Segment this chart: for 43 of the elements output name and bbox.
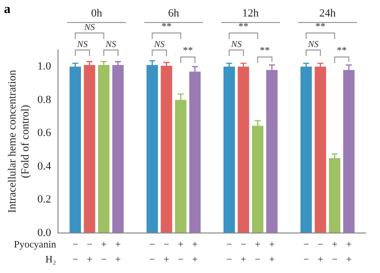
annotation: ** [182,46,193,57]
text: − − + + [303,240,352,251]
y-tick-label: 0.2 [37,194,52,206]
text: − + − + [149,254,198,266]
x-tick-label: 0h [91,7,103,20]
text: − + − + [226,254,276,266]
text: ** [315,22,326,33]
bar [224,66,235,233]
text: ** [238,22,248,33]
x-tick-label: 6h [168,7,180,20]
y-tick-label: 0.8 [37,94,52,106]
bar [98,64,110,233]
annotation: ** [336,46,347,57]
annotation: ** [260,46,270,57]
text: − + − + [72,254,122,266]
y-tick-label: 0.4 [37,160,52,172]
y-tick-label: 1.0 [37,60,52,73]
text: NS [104,38,117,49]
text: ** [161,22,172,33]
text: − − + + [149,240,198,251]
bar [112,64,124,233]
bar [314,66,326,233]
text: H₂ [45,254,56,266]
x-tick-label: 12h [242,7,260,20]
bar [160,66,172,233]
text: − − + + [226,240,276,251]
text: NS [307,38,320,49]
bar [70,66,81,233]
text: a [4,0,11,16]
bar [238,66,250,233]
text: NS [153,38,166,49]
y-tick-label: 0.6 [37,127,52,140]
x-tick-label: 24h [319,7,336,20]
y-axis-title: Intracellular heme concentration (Fold of control) [6,70,32,213]
text: Pyocyanin [14,240,56,251]
text: NS [76,38,88,49]
text: − − + + [72,240,122,251]
bar [84,64,96,233]
text: NS [230,38,242,49]
y-tick-label: 0.0 [37,226,52,239]
bar [300,66,312,233]
text: − + − + [303,254,352,266]
text: NS [83,22,96,32]
